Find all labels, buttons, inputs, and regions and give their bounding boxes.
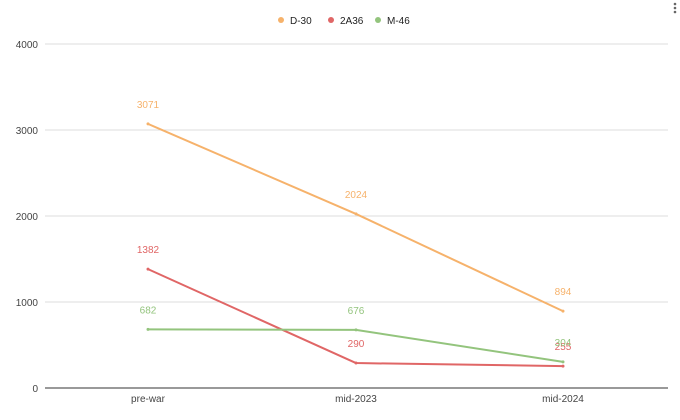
y-axis-ticks: 0 1000 2000 3000 4000 (16, 40, 39, 395)
legend-item-d-30[interactable]: D-30 (278, 16, 312, 27)
legend-label: M-46 (387, 16, 410, 27)
more-vert-icon[interactable] (673, 2, 677, 14)
data-point (146, 327, 150, 331)
data-label: 304 (555, 338, 572, 349)
data-point (354, 361, 358, 365)
series-lines (146, 122, 565, 368)
data-label: 2024 (345, 190, 368, 201)
data-labels: 3071 2024 894 1382 290 255 682 676 304 (137, 100, 572, 353)
data-label: 3071 (137, 100, 160, 111)
data-point (146, 267, 150, 271)
y-tick-label: 0 (32, 384, 38, 395)
y-tick-label: 3000 (16, 126, 39, 137)
x-tick-label: mid-2023 (335, 394, 377, 405)
y-tick-label: 2000 (16, 212, 39, 223)
y-tick-label: 4000 (16, 40, 39, 51)
legend-swatch (278, 17, 284, 23)
y-tick-label: 1000 (16, 298, 39, 309)
data-label: 676 (348, 306, 365, 317)
data-point (561, 309, 565, 313)
data-point (561, 364, 565, 368)
x-axis-ticks: pre-war mid-2023 mid-2024 (131, 394, 584, 405)
legend-item-2a36[interactable]: 2A36 (328, 16, 364, 27)
data-point (354, 328, 358, 332)
legend-swatch (375, 17, 381, 23)
legend-swatch (328, 17, 334, 23)
legend-label: D-30 (290, 16, 312, 27)
data-label: 255 (555, 342, 572, 353)
data-label: 290 (348, 339, 365, 350)
data-point (354, 212, 358, 216)
data-label: 682 (140, 305, 157, 316)
data-label: 1382 (137, 245, 160, 256)
x-tick-label: pre-war (131, 394, 166, 405)
gridlines (45, 43, 668, 389)
data-point (561, 360, 565, 364)
legend-label: 2A36 (340, 16, 364, 27)
legend: D-30 2A36 M-46 (278, 16, 410, 27)
legend-item-m-46[interactable]: M-46 (375, 16, 410, 27)
data-label: 894 (555, 287, 572, 298)
x-tick-label: mid-2024 (542, 394, 584, 405)
data-point (146, 122, 150, 126)
series-line-d-30 (147, 122, 564, 313)
